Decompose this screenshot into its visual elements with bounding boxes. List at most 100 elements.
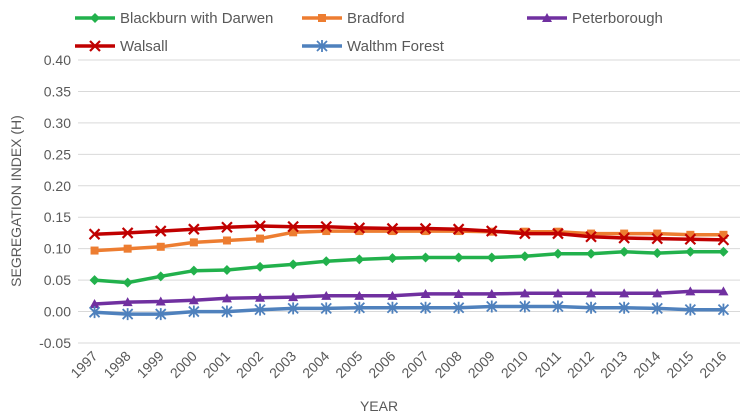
- x-tick-label: 2000: [167, 348, 200, 381]
- data-point: [254, 303, 266, 316]
- x-tick-label: 2009: [465, 348, 498, 381]
- legend-marker: [90, 13, 100, 23]
- data-point: [653, 229, 662, 238]
- legend-label: Walthm Forest: [347, 38, 445, 55]
- legend-item: Walthm Forest: [302, 38, 445, 55]
- data-point: [719, 230, 728, 239]
- x-tick-label: 2010: [498, 348, 531, 381]
- x-tick-label: 2002: [233, 348, 266, 381]
- legend-item: Bradford: [302, 10, 405, 27]
- x-tick-label: 2006: [365, 348, 398, 381]
- data-point: [122, 308, 134, 321]
- y-tick-label: -0.05: [39, 335, 71, 351]
- x-tick-label: 1998: [100, 348, 133, 381]
- data-point: [288, 259, 299, 270]
- data-point: [188, 265, 199, 276]
- data-point: [419, 301, 432, 314]
- data-point: [620, 229, 629, 238]
- x-tick-label: 2016: [696, 348, 729, 381]
- legend-marker: [89, 40, 101, 52]
- data-point: [89, 275, 100, 286]
- legend-marker: [318, 14, 326, 22]
- data-point: [353, 222, 366, 234]
- data-point: [552, 248, 563, 259]
- data-point: [652, 288, 663, 298]
- legend-label: Walsall: [120, 38, 168, 55]
- data-point: [155, 296, 166, 306]
- data-point: [619, 288, 630, 298]
- data-point: [287, 220, 299, 233]
- data-point: [553, 227, 562, 236]
- data-point: [419, 222, 432, 235]
- data-point: [618, 301, 630, 314]
- data-point: [520, 227, 529, 236]
- data-point: [288, 292, 299, 302]
- legend-item: Blackburn with Darwen: [75, 10, 273, 27]
- data-point: [222, 236, 231, 245]
- data-point: [486, 288, 497, 298]
- x-tick-label: 2013: [597, 348, 630, 381]
- x-tick-label: 2008: [431, 348, 464, 381]
- data-point: [154, 225, 167, 237]
- legend: Blackburn with Darwen Bradford Peterboroug…: [75, 10, 663, 55]
- data-point: [387, 253, 398, 264]
- data-point: [718, 286, 729, 296]
- legend-item: Walsall: [75, 38, 168, 55]
- data-point: [155, 271, 166, 282]
- data-point: [485, 225, 498, 237]
- x-tick-label: 2011: [531, 348, 564, 381]
- data-point: [651, 302, 663, 315]
- data-point: [289, 228, 298, 237]
- legend-marker: [542, 13, 552, 22]
- x-tick-label: 2003: [266, 348, 299, 381]
- data-point: [321, 290, 332, 300]
- series-lines: [88, 220, 730, 321]
- series-line: [94, 289, 724, 306]
- x-tick-label: 1999: [134, 348, 167, 381]
- x-tick-label: 2007: [398, 348, 431, 381]
- x-tick-label: 2001: [200, 348, 233, 381]
- data-point: [320, 220, 333, 233]
- data-point: [453, 288, 464, 298]
- data-point: [519, 227, 531, 240]
- data-point: [586, 248, 597, 259]
- data-point: [718, 246, 729, 257]
- data-point: [255, 292, 266, 302]
- data-point: [552, 288, 563, 298]
- y-tick-label: 0.20: [44, 178, 71, 194]
- data-point: [123, 244, 132, 253]
- data-point: [586, 288, 597, 298]
- data-point: [354, 290, 365, 300]
- data-point: [221, 221, 233, 234]
- y-tick-label: 0.00: [44, 304, 71, 320]
- data-point: [188, 223, 200, 235]
- data-point: [88, 228, 101, 240]
- series-3: [88, 220, 730, 246]
- y-tick-label: 0.05: [44, 272, 71, 288]
- data-point: [122, 277, 133, 288]
- data-point: [121, 227, 134, 239]
- data-point: [221, 293, 232, 303]
- data-point: [519, 300, 531, 313]
- data-point: [89, 299, 100, 309]
- data-point: [353, 301, 365, 314]
- data-point: [386, 222, 399, 235]
- y-tick-label: 0.15: [44, 209, 71, 225]
- x-axis-ticks: 1997 1998 1999 2000 2001 2002 2003 2004 2005 2006…: [67, 348, 729, 381]
- data-point: [486, 252, 497, 263]
- data-point: [254, 220, 266, 232]
- x-tick-label: 2012: [564, 348, 597, 381]
- data-point: [155, 308, 167, 321]
- series-0: [89, 246, 729, 288]
- data-point: [221, 305, 233, 318]
- series-line: [94, 224, 724, 242]
- data-point: [388, 227, 397, 236]
- legend-label: Peterborough: [572, 10, 663, 27]
- gridlines: [78, 59, 740, 344]
- data-point: [585, 230, 597, 243]
- series-2: [89, 286, 729, 309]
- data-point: [651, 232, 664, 245]
- data-point: [387, 290, 398, 300]
- y-tick-label: 0.40: [44, 52, 71, 68]
- data-point: [321, 256, 332, 267]
